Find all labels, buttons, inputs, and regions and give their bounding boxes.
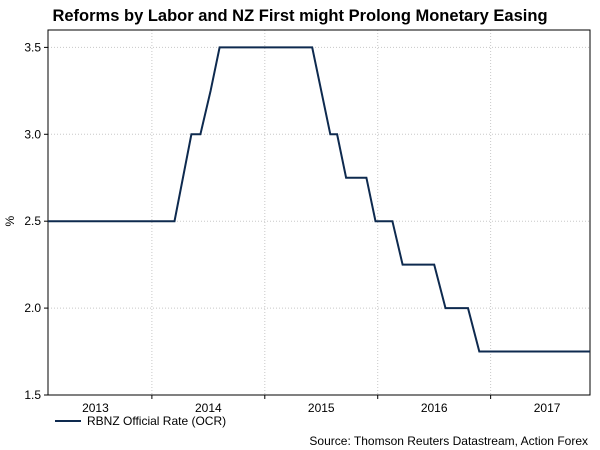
y-axis-label: % — [3, 216, 17, 227]
y-tick-label: 2.0 — [24, 301, 41, 315]
x-tick-label: 2015 — [308, 401, 335, 415]
legend-label: RBNZ Official Rate (OCR) — [87, 414, 227, 428]
series-line-ocr — [48, 46, 590, 353]
y-tick-label: 2.5 — [24, 214, 41, 228]
tick-layer: 1.5 2.0 2.5 3.0 3.5 2013 2014 2015 2016 2017 — [24, 40, 560, 415]
x-tick-label: 2016 — [421, 401, 448, 415]
y-tick-label: 3.5 — [24, 40, 41, 54]
y-tick-label: 3.0 — [24, 127, 41, 141]
legend-swatch — [55, 420, 81, 422]
chart-title: Reforms by Labor and NZ First might Prol… — [52, 7, 548, 25]
y-tick-label: 1.5 — [24, 388, 41, 402]
plot-frame — [47, 29, 591, 396]
x-tick-label: 2014 — [195, 401, 222, 415]
x-tick-label: 2017 — [534, 401, 561, 415]
legend: RBNZ Official Rate (OCR) — [55, 414, 226, 428]
source-note: Source: Thomson Reuters Datastream, Acti… — [309, 434, 588, 448]
x-tick-label: 2013 — [82, 401, 109, 415]
